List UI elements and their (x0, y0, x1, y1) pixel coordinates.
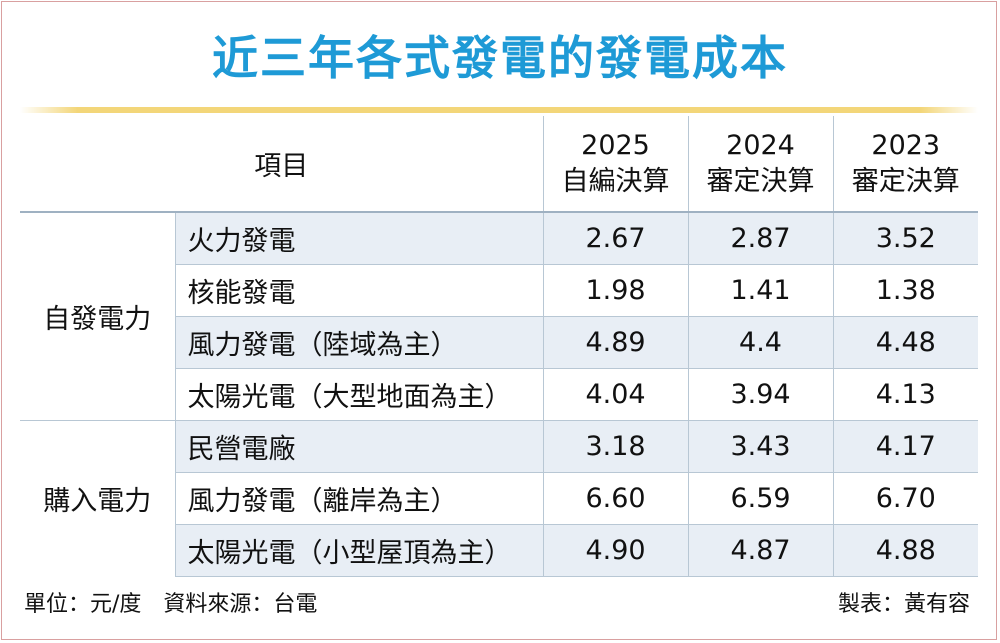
footer-source: 單位：元/度 資料來源：台電 (24, 592, 318, 617)
cell-value: 4.87 (687, 523, 833, 577)
header-label: 審定決算 (706, 165, 815, 197)
table-row: 風力發電（離岸為主） 6.60 6.59 6.70 (20, 471, 978, 524)
cell-value: 1.38 (832, 263, 978, 316)
chart-title: 近三年各式發電的發電成本 (212, 31, 788, 85)
row-label: 太陽光電（大型地面為主） (175, 367, 543, 420)
header-col-2024: 2024 審定決算 (687, 116, 833, 212)
row-label: 太陽光電（小型屋頂為主） (175, 523, 543, 577)
row-label: 民營電廠 (175, 419, 543, 472)
cell-value: 3.52 (832, 211, 978, 264)
cell-value: 3.43 (687, 419, 833, 472)
cell-value: 2.87 (687, 211, 833, 264)
cell-value: 4.48 (832, 315, 978, 368)
table-row: 購入電力 民營電廠 3.18 3.43 4.17 (20, 419, 978, 576)
table-row: 核能發電 1.98 1.41 1.38 (20, 263, 978, 316)
cell-value: 4.04 (542, 367, 688, 420)
cell-value: 6.60 (542, 471, 688, 524)
cell-value: 4.88 (832, 523, 978, 577)
cell-value: 4.4 (687, 315, 833, 368)
table-row: 風力發電（陸域為主） 4.89 4.4 4.48 (20, 315, 978, 368)
cell-value: 2.67 (542, 211, 688, 264)
header-label: 審定決算 (851, 165, 960, 197)
table-row: 太陽光電（大型地面為主） 4.04 3.94 4.13 (20, 367, 978, 420)
header-label: 自編決算 (561, 165, 670, 197)
cell-value: 4.13 (832, 367, 978, 420)
cell-value: 4.89 (542, 315, 688, 368)
group-label: 購入電力 (20, 419, 176, 576)
table-row: 太陽光電（小型屋頂為主） 4.90 4.87 4.88 (20, 523, 978, 577)
header-col-2023: 2023 審定決算 (832, 116, 978, 212)
cell-value: 6.59 (687, 471, 833, 524)
row-label: 風力發電（陸域為主） (175, 315, 543, 368)
row-label: 風力發電（離岸為主） (175, 471, 543, 524)
cell-value: 3.94 (687, 367, 833, 420)
table-row: 自發電力 火力發電 2.67 2.87 3.52 (20, 211, 978, 420)
row-label: 核能發電 (175, 263, 543, 316)
group-label: 自發電力 (20, 211, 176, 420)
cell-value: 3.18 (542, 419, 688, 472)
header-item: 項目 (20, 116, 543, 212)
row-label: 火力發電 (175, 211, 543, 264)
cell-value: 6.70 (832, 471, 978, 524)
footer-credit: 製表：黃有容 (837, 592, 970, 617)
header-row: 項目 2025 自編決算 2024 審定決算 2023 審定決算 (20, 116, 978, 212)
cell-value: 1.98 (542, 263, 688, 316)
cell-value: 1.41 (687, 263, 833, 316)
title-underline (20, 107, 978, 113)
header-year: 2023 (871, 129, 941, 161)
header-col-2025: 2025 自編決算 (542, 116, 688, 212)
cost-table: 項目 2025 自編決算 2024 審定決算 2023 審定決算 自發電力 火力發… (20, 116, 978, 577)
header-year: 2025 (581, 129, 650, 161)
cell-value: 4.17 (832, 419, 978, 472)
cell-value: 4.90 (542, 523, 688, 577)
header-year: 2024 (726, 129, 795, 161)
